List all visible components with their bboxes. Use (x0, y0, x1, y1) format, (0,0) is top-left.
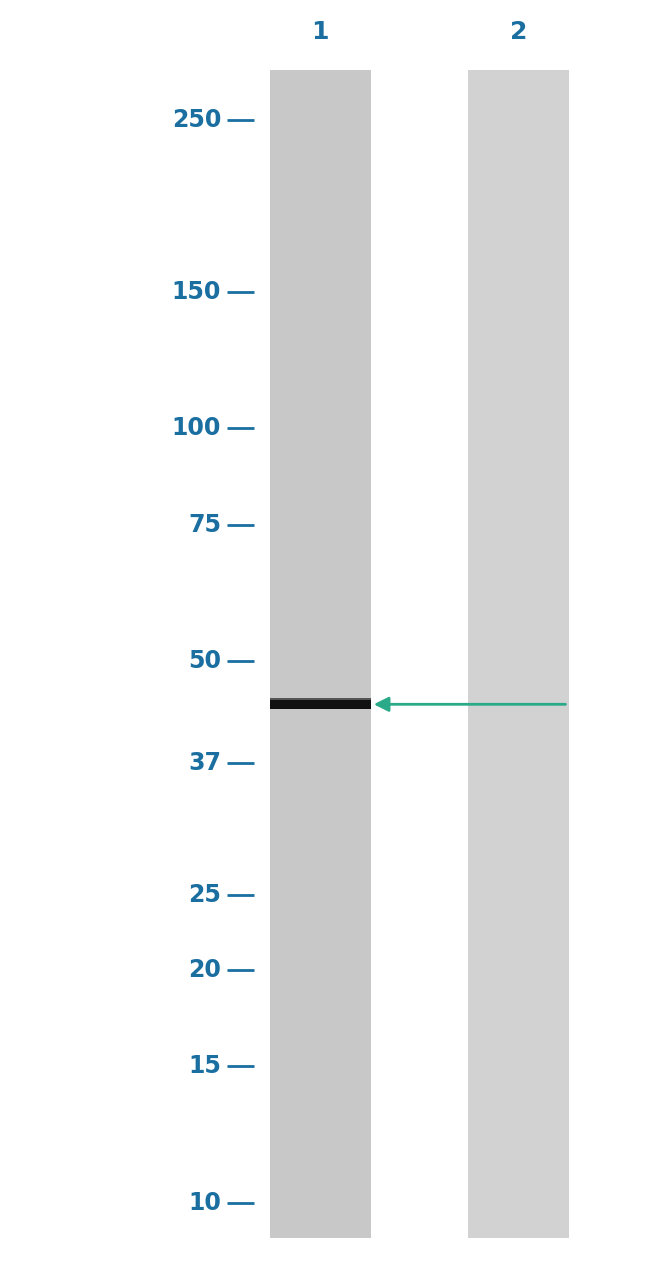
Text: 2: 2 (510, 20, 527, 44)
Text: 250: 250 (172, 108, 221, 132)
Bar (270, 700, 370, 710)
Text: 15: 15 (188, 1054, 221, 1078)
Text: 1: 1 (311, 20, 329, 44)
Bar (270, 70, 370, 1238)
Text: 50: 50 (188, 649, 221, 673)
Text: 25: 25 (188, 883, 221, 907)
Bar (270, 698, 370, 701)
Text: 75: 75 (188, 513, 221, 537)
Text: 10: 10 (188, 1191, 221, 1215)
Text: 150: 150 (172, 279, 221, 304)
Text: 100: 100 (172, 417, 221, 441)
Bar (468, 70, 569, 1238)
Text: 20: 20 (188, 958, 221, 982)
Text: 37: 37 (188, 751, 221, 775)
